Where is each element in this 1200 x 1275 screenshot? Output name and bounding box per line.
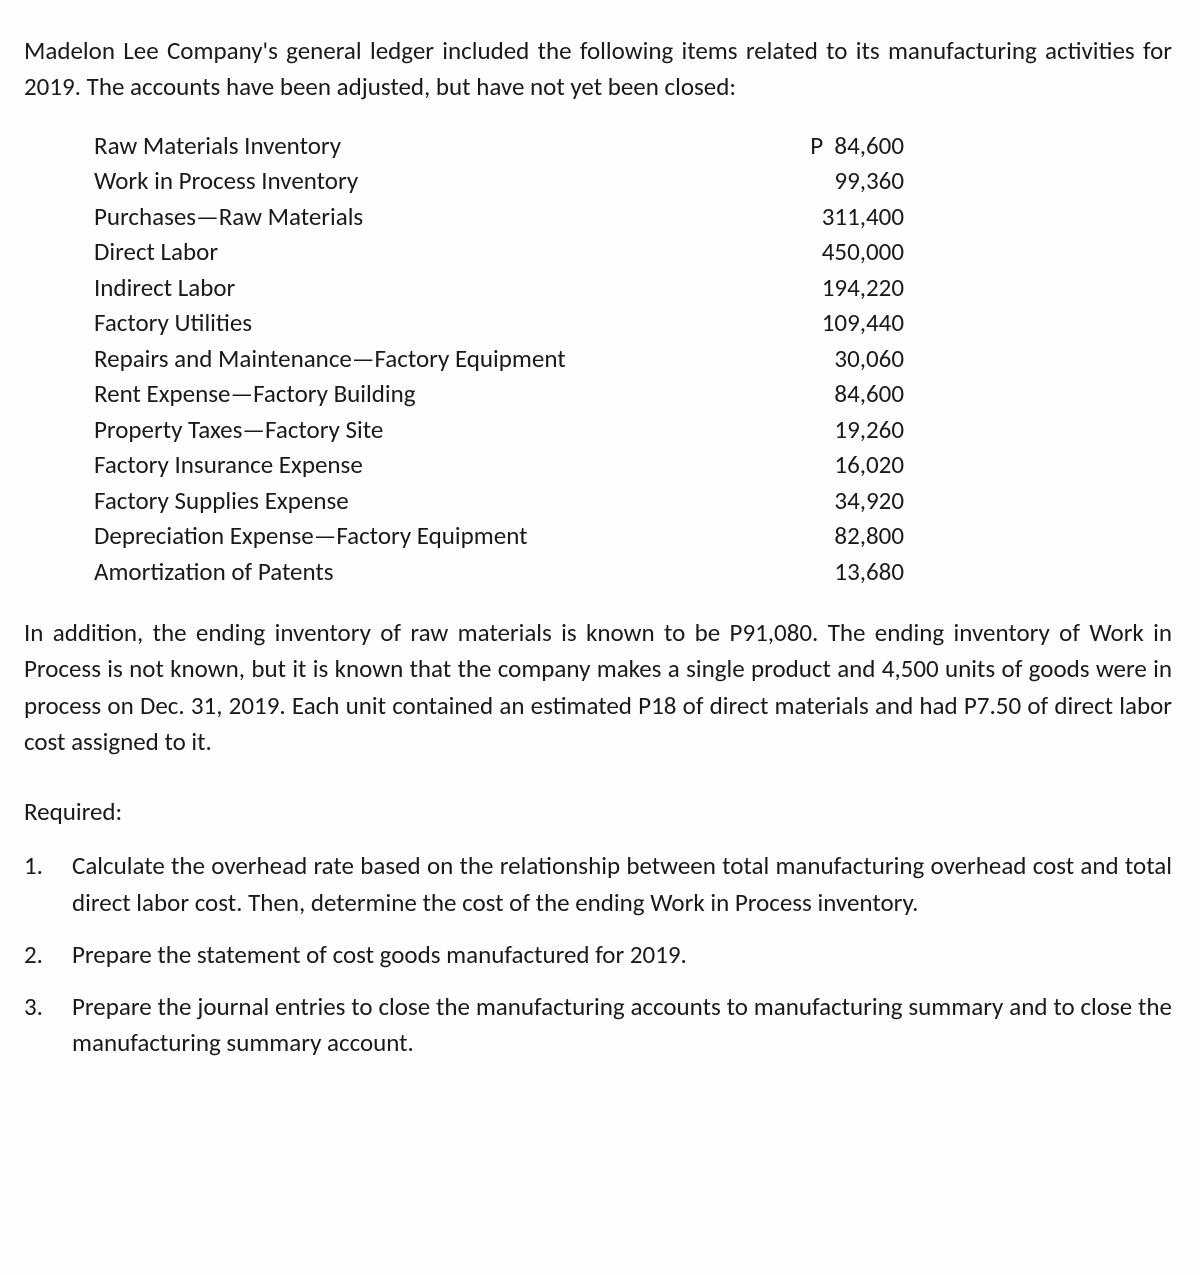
ledger-row: Depreciation Expense—Factory Equipment82… — [94, 518, 904, 554]
ledger-value: 194,220 — [714, 270, 904, 306]
ledger-value: 34,920 — [714, 483, 904, 519]
requirement-text: Prepare the journal entries to close the… — [72, 989, 1172, 1062]
ledger-row: Factory Supplies Expense34,920 — [94, 483, 904, 519]
intro-paragraph: Madelon Lee Company's general ledger inc… — [24, 33, 1172, 106]
ledger-row: Purchases—Raw Materials311,400 — [94, 199, 904, 235]
ledger-row: Amortization of Patents13,680 — [94, 554, 904, 590]
ledger-value: 16,020 — [714, 447, 904, 483]
ledger-label: Factory Supplies Expense — [94, 483, 714, 519]
ledger-row: Factory Utilities109,440 — [94, 305, 904, 341]
requirement-number: 1. — [24, 848, 72, 921]
ledger-value: 450,000 — [714, 234, 904, 270]
ledger-value: 109,440 — [714, 305, 904, 341]
ledger-label: Raw Materials Inventory — [94, 128, 714, 164]
ledger-label: Property Taxes—Factory Site — [94, 412, 714, 448]
ledger-row: Direct Labor450,000 — [94, 234, 904, 270]
required-heading: Required: — [24, 794, 1172, 830]
ledger-label: Purchases—Raw Materials — [94, 199, 714, 235]
ledger-label: Rent Expense—Factory Building — [94, 376, 714, 412]
ledger-row: Raw Materials InventoryP 84,600 — [94, 128, 904, 164]
ledger-label: Repairs and Maintenance—Factory Equipmen… — [94, 341, 714, 377]
additional-info-paragraph: In addition, the ending inventory of raw… — [24, 615, 1172, 760]
ledger-label: Depreciation Expense—Factory Equipment — [94, 518, 714, 554]
requirements-list: 1.Calculate the overhead rate based on t… — [24, 848, 1172, 1061]
requirement-text: Calculate the overhead rate based on the… — [72, 848, 1172, 921]
ledger-label: Work in Process Inventory — [94, 163, 714, 199]
requirement-number: 2. — [24, 937, 72, 973]
ledger-table: Raw Materials InventoryP 84,600Work in P… — [94, 128, 904, 590]
ledger-label: Direct Labor — [94, 234, 714, 270]
ledger-row: Property Taxes—Factory Site19,260 — [94, 412, 904, 448]
ledger-value: 99,360 — [714, 163, 904, 199]
ledger-value: 13,680 — [714, 554, 904, 590]
requirement-item: 1.Calculate the overhead rate based on t… — [24, 848, 1172, 921]
ledger-value: 311,400 — [714, 199, 904, 235]
ledger-label: Factory Utilities — [94, 305, 714, 341]
requirement-number: 3. — [24, 989, 72, 1062]
requirement-item: 2.Prepare the statement of cost goods ma… — [24, 937, 1172, 973]
requirement-item: 3.Prepare the journal entries to close t… — [24, 989, 1172, 1062]
ledger-row: Repairs and Maintenance—Factory Equipmen… — [94, 341, 904, 377]
requirement-text: Prepare the statement of cost goods manu… — [72, 937, 1172, 973]
ledger-row: Factory Insurance Expense16,020 — [94, 447, 904, 483]
ledger-value: 84,600 — [714, 376, 904, 412]
ledger-row: Indirect Labor194,220 — [94, 270, 904, 306]
ledger-value: 82,800 — [714, 518, 904, 554]
ledger-label: Factory Insurance Expense — [94, 447, 714, 483]
ledger-label: Indirect Labor — [94, 270, 714, 306]
ledger-value: 30,060 — [714, 341, 904, 377]
ledger-row: Rent Expense—Factory Building84,600 — [94, 376, 904, 412]
ledger-row: Work in Process Inventory99,360 — [94, 163, 904, 199]
document-page: Madelon Lee Company's general ledger inc… — [0, 0, 1200, 1275]
ledger-value: P 84,600 — [714, 128, 904, 164]
ledger-label: Amortization of Patents — [94, 554, 714, 590]
ledger-value: 19,260 — [714, 412, 904, 448]
